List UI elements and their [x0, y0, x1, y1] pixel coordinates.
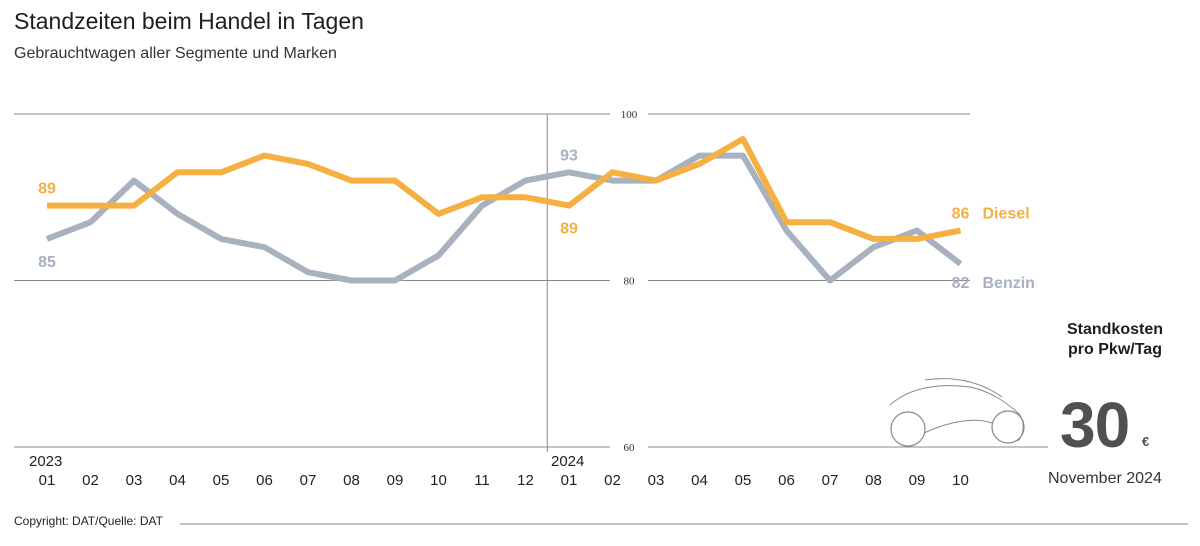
x-tick-label: 03 — [126, 472, 143, 489]
chart-title: Standzeiten beim Handel in Tagen — [14, 8, 364, 34]
y-tick-label: 60 — [624, 442, 636, 454]
series-line-benzin — [45, 152, 963, 284]
year-label: 2024 — [551, 453, 584, 470]
x-tick-label: 03 — [648, 472, 665, 489]
y-tick-label: 80 — [624, 276, 636, 288]
x-tick-label: 10 — [430, 472, 447, 489]
copyright-text: Copyright: DAT/Quelle: DAT — [14, 514, 163, 528]
data-label: 82 — [952, 275, 970, 292]
series-line-diesel — [47, 136, 962, 242]
x-tick-label: 06 — [256, 472, 273, 489]
x-tick-label: 06 — [778, 472, 795, 489]
year-label: 2023 — [29, 453, 62, 470]
series-name-label: Diesel — [983, 206, 1030, 223]
standkosten-date: November 2024 — [1048, 470, 1162, 487]
data-label: 85 — [38, 254, 56, 271]
x-tick-label: 11 — [474, 472, 490, 489]
x-tick-label: 09 — [909, 472, 926, 489]
x-tick-label: 04 — [169, 472, 186, 489]
data-label: 89 — [560, 221, 578, 238]
x-tick-label: 10 — [952, 472, 969, 489]
x-tick-label: 09 — [387, 472, 404, 489]
x-tick-label: 01 — [39, 472, 56, 489]
data-label: 93 — [560, 147, 578, 164]
x-tick-label: 02 — [82, 472, 99, 489]
standkosten-unit: € — [1142, 434, 1150, 449]
x-tick-label: 05 — [735, 472, 752, 489]
data-label: 86 — [952, 206, 970, 223]
x-tick-label: 04 — [691, 472, 708, 489]
x-tick-label: 08 — [865, 472, 882, 489]
x-tick-label: 02 — [604, 472, 621, 489]
standkosten-label-line2: pro Pkw/Tag — [1068, 341, 1162, 358]
chart-subtitle: Gebrauchtwagen aller Segmente und Marken — [14, 45, 337, 62]
data-label: 89 — [38, 181, 56, 198]
series-name-label: Benzin — [983, 275, 1035, 292]
x-tick-label: 07 — [822, 472, 839, 489]
y-tick-label: 100 — [621, 109, 638, 121]
x-tick-label: 12 — [517, 472, 534, 489]
standkosten-label-line1: Standkosten — [1066, 321, 1163, 338]
x-tick-label: 08 — [343, 472, 360, 489]
x-tick-label: 05 — [213, 472, 230, 489]
standkosten-value: 30 — [1060, 389, 1130, 461]
car-outline-icon — [889, 378, 1025, 447]
x-tick-label: 01 — [561, 472, 578, 489]
x-tick-label: 07 — [300, 472, 317, 489]
standkosten-label: Standkosten pro Pkw/Tag — [1040, 320, 1190, 360]
